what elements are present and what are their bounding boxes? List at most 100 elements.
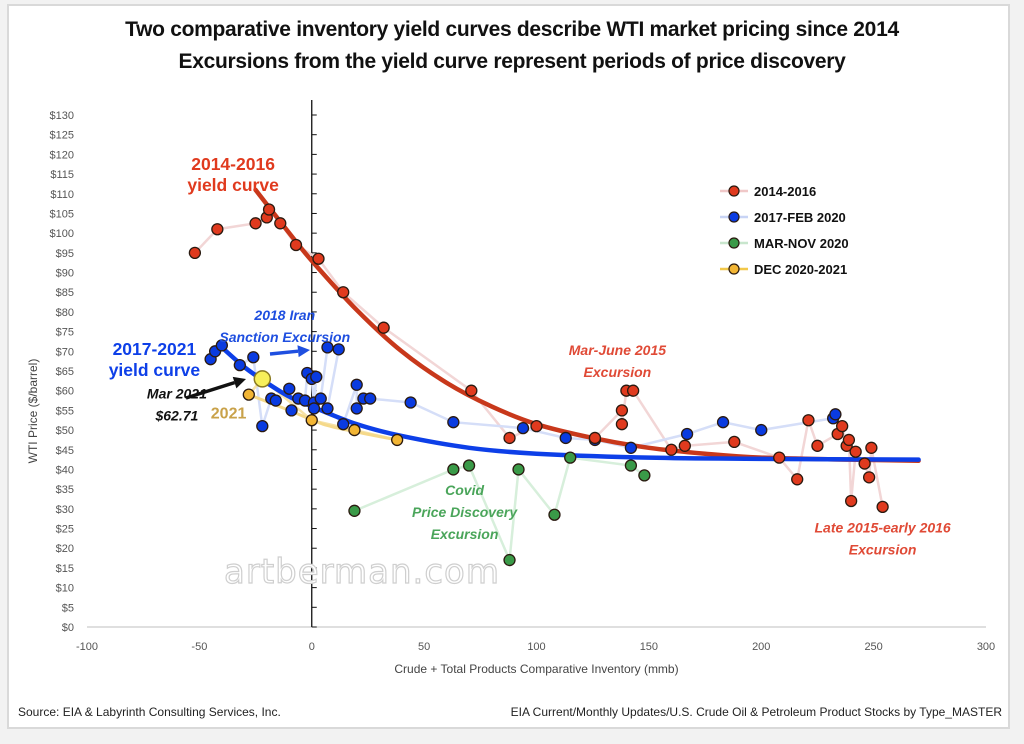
data-point-blue — [285, 404, 298, 417]
data-point-red — [615, 404, 629, 417]
chart-frame — [7, 4, 1010, 729]
data-point-red — [791, 473, 804, 486]
data-point-blue — [364, 392, 377, 405]
data-point-blue — [350, 402, 363, 415]
y-tick-label: $65 — [56, 366, 74, 378]
data-point-red — [465, 384, 478, 397]
annotation-4: 2021 — [211, 405, 247, 422]
data-point-red — [615, 418, 629, 431]
file-note: EIA Current/Monthly Updates/U.S. Crude O… — [510, 705, 1002, 719]
data-point-red — [811, 439, 824, 452]
data-point-red — [211, 223, 224, 236]
data-point-red — [728, 435, 741, 449]
legend-marker-blue — [728, 211, 740, 223]
data-point-blue — [233, 358, 246, 372]
x-tick-label: 50 — [418, 641, 430, 653]
data-point-green — [624, 459, 638, 472]
chart-title-line1: Two comparative inventory yield curves d… — [125, 18, 899, 41]
annotation-line: Late 2015-early 2016 — [815, 519, 951, 535]
data-point-green — [548, 508, 561, 521]
data-point-red — [530, 419, 543, 433]
data-point-red — [865, 441, 878, 454]
data-point-blue — [310, 370, 323, 384]
annotation-line: $62.71 — [154, 408, 198, 424]
arrow-iran-excursion — [269, 345, 310, 358]
data-point-gold — [391, 433, 404, 447]
legend-marker-green — [728, 237, 740, 249]
data-point-red — [678, 439, 691, 452]
annotation-line: Mar-June 2015 — [569, 342, 666, 358]
y-tick-label: $25 — [56, 524, 74, 536]
data-point-blue — [247, 351, 260, 364]
data-point-green — [447, 463, 460, 476]
x-tick-label: 300 — [977, 641, 995, 653]
data-point-red — [249, 217, 262, 230]
annotation-line: Covid — [445, 482, 484, 498]
legend-label-blue: 2017-FEB 2020 — [754, 210, 846, 225]
y-tick-label: $40 — [56, 464, 74, 476]
legend-label-gold: DEC 2020-2021 — [754, 262, 847, 277]
highlight-point-mar-2021 — [253, 370, 272, 388]
data-point-blue — [516, 421, 530, 435]
y-tick-label: $10 — [56, 583, 74, 595]
data-point-red — [862, 471, 876, 484]
y-tick-label: $75 — [56, 327, 74, 339]
y-tick-label: $50 — [56, 425, 74, 437]
annotation-2: 2018 Iran Sanction Excursion — [219, 307, 350, 345]
data-point-red — [262, 203, 276, 216]
watermark: artberman.com — [224, 552, 500, 592]
y-tick-label: $5 — [62, 602, 74, 614]
chart-title-line2: Excursions from the yield curve represen… — [178, 50, 846, 73]
annotation-line: 2017-2021 — [113, 339, 197, 359]
y-tick-label: $100 — [50, 228, 74, 240]
data-point-blue — [256, 419, 269, 433]
y-tick-label: $105 — [50, 208, 74, 220]
data-point-blue — [559, 431, 572, 445]
y-axis-label: WTI Price ($/barrel) — [26, 359, 40, 464]
data-point-blue — [716, 416, 730, 429]
data-point-green — [638, 469, 651, 482]
x-tick-label: 100 — [527, 641, 545, 653]
data-point-red — [626, 384, 640, 397]
data-point-red — [588, 431, 602, 445]
data-point-blue — [269, 394, 282, 407]
annotation-line: 2021 — [211, 405, 247, 422]
y-tick-label: $15 — [56, 563, 74, 575]
annotation-1: 2017-2021 yield curve — [109, 339, 201, 380]
data-point-red — [802, 414, 815, 427]
y-tick-label: $95 — [56, 248, 74, 260]
data-point-blue — [321, 402, 334, 415]
y-tick-label: $130 — [50, 110, 74, 122]
data-point-red — [842, 433, 856, 447]
x-tick-label: -50 — [191, 641, 207, 653]
x-tick-label: 200 — [752, 641, 770, 653]
data-point-red — [876, 500, 889, 514]
data-point-red — [849, 445, 862, 458]
annotation-7: Late 2015-early 2016 Excursion — [815, 519, 951, 557]
annotation-3: Mar 2021 $62.71 — [147, 386, 207, 424]
annotation-line: 2018 Iran — [253, 307, 315, 323]
data-point-blue — [624, 441, 638, 454]
data-point-gold — [242, 388, 255, 401]
data-point-red — [312, 252, 325, 265]
annotation-line: Excursion — [849, 541, 917, 557]
data-point-red — [337, 286, 350, 299]
y-tick-label: $85 — [56, 287, 74, 299]
y-tick-label: $115 — [50, 169, 74, 181]
annotation-line: 2014-2016 — [191, 154, 275, 174]
data-point-blue — [755, 423, 768, 437]
x-tick-label: 0 — [309, 641, 315, 653]
y-tick-label: $0 — [62, 622, 74, 634]
annotation-line: Excursion — [584, 364, 652, 380]
annotation-line: yield curve — [109, 360, 201, 380]
x-tick-label: -100 — [76, 641, 98, 653]
data-point-red — [503, 431, 516, 445]
data-point-blue — [307, 402, 321, 415]
data-point-blue — [283, 382, 296, 395]
data-point-gold — [348, 423, 361, 437]
y-tick-label: $90 — [56, 268, 74, 280]
data-point-blue — [447, 416, 460, 429]
annotation-line: Excursion — [431, 526, 499, 542]
data-point-green — [348, 504, 361, 517]
